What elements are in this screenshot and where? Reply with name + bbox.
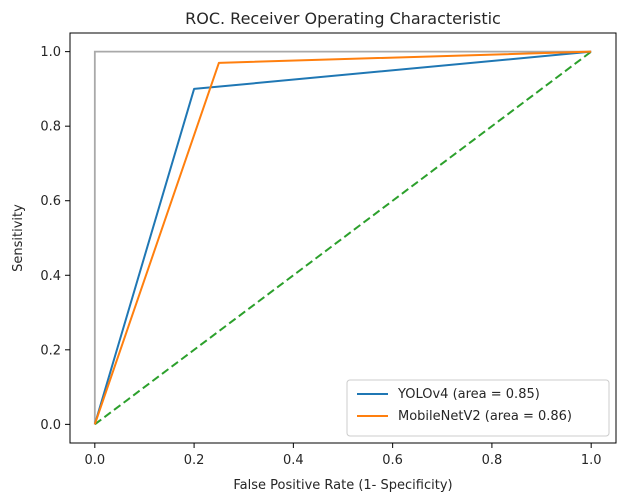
x-tick-label: 0.0 (84, 453, 105, 468)
x-tick-label: 1.0 (581, 453, 602, 468)
legend-label-1: YOLOv4 (area = 0.85) (397, 387, 540, 402)
data-layer (93, 50, 592, 426)
y-axis-label: Sensitivity (11, 204, 26, 272)
x-tick-label: 0.4 (283, 453, 304, 468)
legend-entries: YOLOv4 (area = 0.85) MobileNetV2 (area = … (357, 387, 572, 424)
x-tick-label: 0.6 (382, 453, 403, 468)
plot-area-frame (69, 32, 617, 444)
y-tick-label: 0.8 (40, 120, 61, 135)
series-line-2 (93, 50, 592, 425)
y-tick-label: 0.4 (40, 269, 61, 284)
y-tick-label: 0.2 (40, 343, 61, 358)
x-tick-label: 0.8 (482, 453, 503, 468)
perfect-classifier-line (93, 50, 592, 425)
chance-diagonal-line (94, 50, 592, 426)
chart-title: ROC. Receiver Operating Characteristic (185, 9, 501, 28)
legend-box (346, 379, 610, 437)
series-line-1 (93, 50, 592, 425)
legend-label-2: MobileNetV2 (area = 0.86) (398, 409, 572, 424)
x-tick-label: 0.2 (184, 453, 205, 468)
y-tick-label: 1.0 (40, 45, 61, 60)
legend: YOLOv4 (area = 0.85) MobileNetV2 (area = … (346, 379, 610, 437)
x-axis-label: False Positive Rate (1- Specificity) (233, 478, 452, 493)
y-tick-label: 0.6 (40, 194, 61, 209)
y-tick-label: 0.0 (40, 418, 61, 433)
x-axis-ticks: 0.0 0.2 0.4 0.6 0.8 1.0 (84, 443, 602, 468)
y-axis-ticks: 0.0 0.2 0.4 0.6 0.8 1.0 (40, 45, 70, 433)
